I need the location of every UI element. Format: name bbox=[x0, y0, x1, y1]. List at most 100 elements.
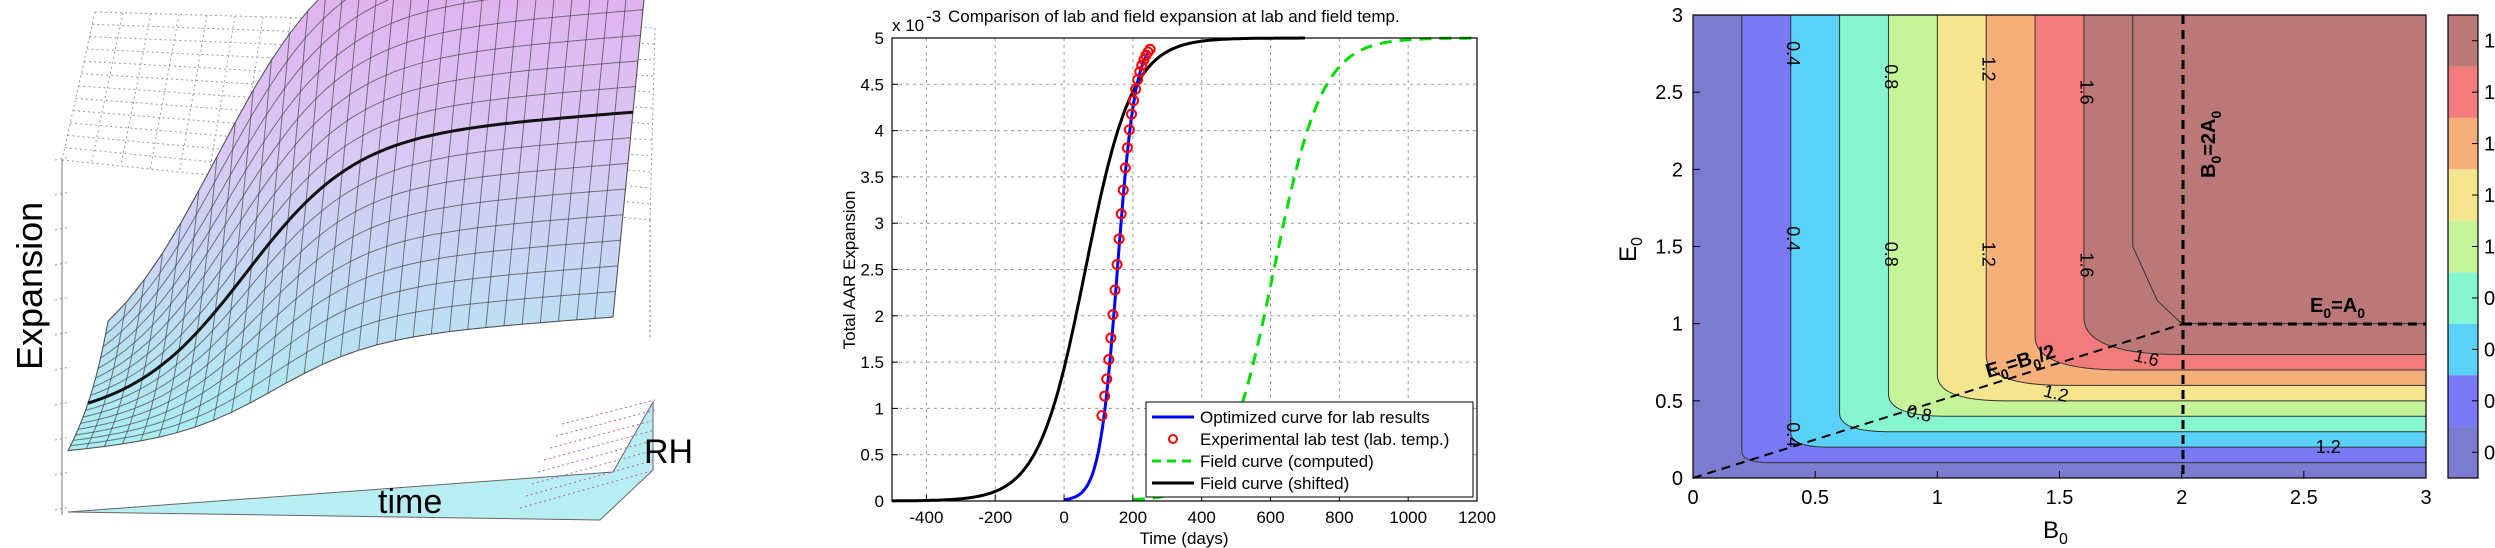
mid-exponent-base: x 10 bbox=[892, 16, 924, 35]
mid-ytick-label: 5 bbox=[875, 29, 884, 48]
mid-exponent-power: -3 bbox=[926, 7, 941, 26]
contour-line-3 bbox=[1887, 15, 2426, 417]
contour-label: 0.4 bbox=[1783, 422, 1803, 447]
mid-xtick-label: -400 bbox=[909, 508, 943, 527]
experimental-point bbox=[1099, 390, 1111, 402]
floor-line bbox=[537, 439, 656, 473]
mesh-line bbox=[100, 0, 646, 359]
floor-line bbox=[531, 449, 656, 485]
contour-xtick-label: 2 bbox=[2176, 487, 2187, 509]
mesh-line bbox=[68, 316, 614, 451]
contour-ytick-label: 1.5 bbox=[1655, 237, 1683, 259]
contour-line-4 bbox=[1936, 15, 2426, 402]
experimental-point bbox=[1113, 233, 1125, 245]
wall-grid-line bbox=[149, 14, 180, 170]
wall-grid-line bbox=[78, 85, 653, 125]
mid-ytick-label: 0.5 bbox=[860, 446, 884, 465]
mid-ytick-label: 2 bbox=[875, 307, 884, 326]
legend-label-computed: Field curve (computed) bbox=[1200, 452, 1374, 471]
experimental-point bbox=[1126, 108, 1138, 120]
annotation-e0-b0-half: E0=B0/2 bbox=[1983, 341, 2058, 383]
mesh-line bbox=[105, 0, 651, 335]
mid-ticks: -400 -200 0 200 400 600 800 1000 1200 0 0.5 1 1.5 2 2.… bbox=[860, 29, 1496, 527]
contour-label: 1.6 bbox=[2076, 253, 2096, 278]
colorbar: 0.2 0.4 0.6 0.8 1 1.2 1.4 1.6 1.8 bbox=[2447, 14, 2495, 479]
ylabel-rh: RH bbox=[644, 433, 693, 471]
experimental-point bbox=[1117, 184, 1129, 196]
mesh-line bbox=[75, 239, 621, 436]
annotation-b0-2a0: B0=2A0 bbox=[2198, 111, 2224, 179]
colorbar-tick-label: 1 bbox=[2484, 237, 2495, 259]
contour-ylabel: E0 bbox=[1615, 237, 1646, 262]
floor-line bbox=[561, 399, 656, 425]
legend-label-optimized: Optimized curve for lab results bbox=[1200, 408, 1430, 427]
mid-xtick-label: 1000 bbox=[1389, 508, 1427, 527]
annotation-e0-a0: E0=A0 bbox=[2310, 295, 2365, 321]
contour-xtick-label: 3 bbox=[2420, 487, 2431, 509]
mesh-line bbox=[102, 0, 649, 348]
contour-label: 1.2 bbox=[1979, 57, 1999, 82]
contour-label: 1.2 bbox=[1979, 242, 1999, 267]
colorbar-tick-label: 1.6 bbox=[2484, 82, 2495, 104]
contour-plot: 0.40.40.40.80.80.81.21.21.21.61.61.61.2 … bbox=[1615, 5, 2495, 548]
mid-xtick-label: 200 bbox=[1119, 508, 1147, 527]
series-line-3 bbox=[892, 36, 1305, 503]
mid-legend: Optimized curve for lab results Experime… bbox=[1145, 401, 1474, 498]
legend-swatch-experimental bbox=[1168, 434, 1178, 444]
experimental-point bbox=[1105, 332, 1117, 344]
floor-line bbox=[525, 459, 656, 497]
mesh-line bbox=[72, 265, 619, 441]
contour-label: 0.4 bbox=[1783, 226, 1803, 251]
mid-title: Comparison of lab and field expansion at… bbox=[948, 7, 1400, 26]
mid-ytick-label: 4.5 bbox=[860, 75, 884, 94]
mesh-line bbox=[92, 60, 639, 388]
colorbar-tick-label: 1.4 bbox=[2484, 134, 2495, 156]
surface-plot: Expansion time RH bbox=[9, 0, 693, 521]
contour-ytick-label: 0.5 bbox=[1655, 391, 1683, 413]
contour-xtick-label: 1 bbox=[1932, 487, 1943, 509]
experimental-point bbox=[1121, 142, 1133, 154]
colorbar-tick-label: 0.6 bbox=[2484, 339, 2495, 361]
experimental-point bbox=[1115, 208, 1127, 220]
mesh-line bbox=[77, 214, 624, 430]
contour-xtick-label: 1.5 bbox=[2046, 487, 2074, 509]
mesh-line bbox=[80, 188, 626, 424]
legend-label-experimental: Experimental lab test (lab. temp.) bbox=[1200, 430, 1449, 449]
contour-label: 0.4 bbox=[1783, 41, 1803, 66]
contour-ytick-label: 2 bbox=[1672, 159, 1683, 181]
contour-ytick-label: 2.5 bbox=[1655, 82, 1683, 104]
contour-label: 1.6 bbox=[2076, 80, 2096, 105]
colorbar-tick-label: 0.8 bbox=[2484, 288, 2495, 310]
mid-series bbox=[892, 36, 1477, 503]
experimental-point bbox=[1103, 354, 1115, 366]
contour-ytick-label: 3 bbox=[1672, 5, 1683, 27]
mid-ytick-label: 4 bbox=[875, 122, 884, 141]
contour-line-7 bbox=[2083, 15, 2426, 356]
experimental-point bbox=[1101, 373, 1113, 385]
experimental-point bbox=[1107, 309, 1119, 321]
mid-ytick-label: 1 bbox=[875, 399, 884, 418]
mid-xtick-label: 600 bbox=[1256, 508, 1284, 527]
mesh-line bbox=[97, 9, 644, 370]
guide-e0-b0-half bbox=[1692, 323, 2184, 479]
contour-xtick-label: 2.5 bbox=[2290, 487, 2318, 509]
contour-label: 0.8 bbox=[1881, 242, 1901, 267]
experimental-point bbox=[1119, 162, 1131, 174]
experimental-point bbox=[1128, 95, 1140, 107]
experimental-point bbox=[1136, 59, 1148, 71]
mid-xtick-label: 400 bbox=[1188, 508, 1216, 527]
mid-ytick-label: 1.5 bbox=[860, 353, 884, 372]
contour-band-top bbox=[2132, 14, 2427, 325]
mesh-line bbox=[70, 291, 616, 447]
experimental-point bbox=[1096, 410, 1108, 422]
mesh-line bbox=[95, 34, 641, 379]
experimental-point bbox=[1123, 124, 1135, 136]
floor-line bbox=[519, 469, 656, 509]
colorbar-tick-label: 0.2 bbox=[2484, 442, 2495, 464]
colorbar-tick-label: 1.8 bbox=[2484, 31, 2495, 53]
mid-xtick-label: 800 bbox=[1325, 508, 1353, 527]
contour-xlabel: B0 bbox=[2043, 517, 2068, 548]
annotation-b0-2a0-text: B0=2A0 bbox=[2198, 111, 2224, 179]
colorbar-tick-label: 0.4 bbox=[2484, 391, 2495, 413]
series-line-2 bbox=[1132, 36, 1477, 502]
